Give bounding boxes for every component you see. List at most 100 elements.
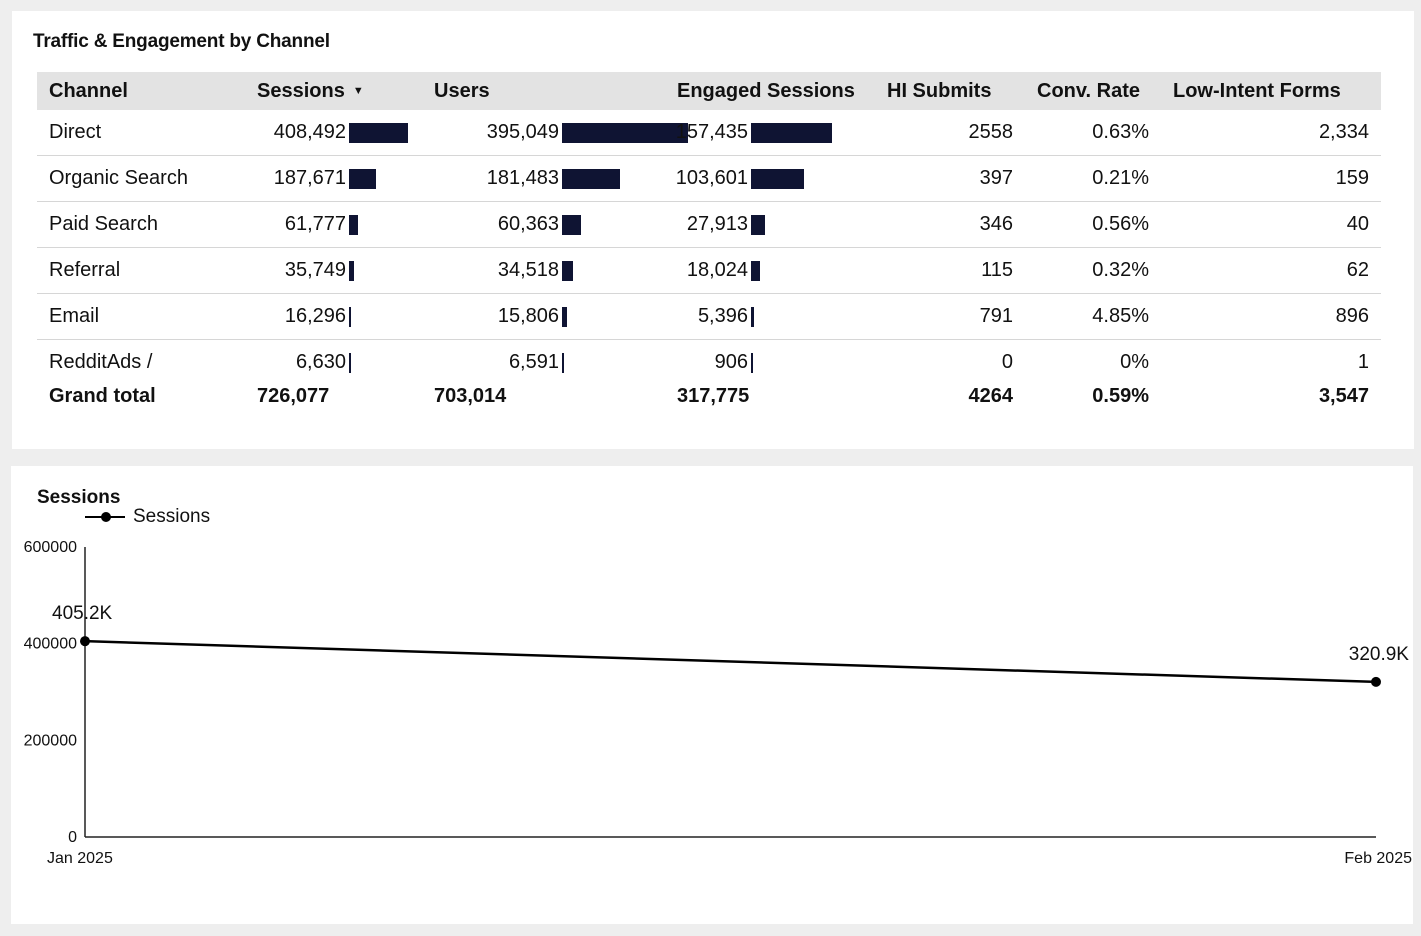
- sessions-bar: [349, 306, 352, 327]
- cell-sessions: 187,671: [245, 155, 422, 202]
- cell-channel: Direct: [37, 110, 245, 156]
- y-tick-label: 200000: [24, 732, 77, 749]
- y-tick-label: 0: [68, 829, 77, 846]
- chart-legend[interactable]: Sessions: [85, 506, 210, 528]
- cell-channel: Email: [37, 293, 245, 340]
- y-tick-label: 400000: [24, 636, 77, 653]
- col-header-hi-submits[interactable]: HI Submits: [875, 72, 1025, 110]
- table-title: Traffic & Engagement by Channel: [33, 31, 330, 52]
- cell-low-intent-forms: 2,334: [1161, 110, 1381, 156]
- cell-users: 395,049: [422, 110, 688, 156]
- engaged-sessions-bar: [751, 352, 753, 373]
- engaged-sessions-value: 18,024: [686, 259, 748, 281]
- table-row[interactable]: Paid Search 61,777 60,363 27,913 346 0.56% 40: [37, 201, 1381, 248]
- cell-engaged-sessions: 5,396: [665, 293, 875, 340]
- total-engaged-sessions: 317,775: [677, 385, 750, 407]
- table-row[interactable]: Direct 408,492 395,049 157,435 2558 0.63% 2,33…: [37, 110, 1381, 156]
- col-header-users[interactable]: Users: [422, 72, 665, 110]
- sort-desc-icon[interactable]: ▼: [352, 85, 364, 98]
- engaged-sessions-bar: [751, 306, 754, 327]
- sessions-value: 61,777: [284, 213, 346, 235]
- cell-hi-submits: 791: [875, 293, 1025, 340]
- cell-sessions: 35,749: [245, 247, 422, 294]
- total-hi-submits: 4264: [968, 385, 1014, 407]
- engaged-sessions-bar: [751, 214, 766, 235]
- cell-channel: Paid Search: [37, 201, 245, 248]
- table-row[interactable]: RedditAds / 6,630 6,591 906 0 0% 1: [37, 340, 1381, 386]
- users-bar: [562, 122, 688, 143]
- y-tick-label: 600000: [24, 539, 77, 556]
- engaged-sessions-value: 5,396: [697, 305, 748, 327]
- table-row[interactable]: Email 16,296 15,806 5,396 791 4.85% 896: [37, 293, 1381, 340]
- cell-low-intent-forms: 159: [1161, 155, 1381, 202]
- series-line-sessions: [84, 639, 1377, 684]
- users-value: 34,518: [497, 259, 559, 281]
- cell-sessions: 16,296: [245, 293, 422, 340]
- cell-hi-submits: 397: [875, 155, 1025, 202]
- sessions-bar: [349, 260, 355, 281]
- cell-conv-rate: 0.63%: [1025, 110, 1161, 156]
- table-row[interactable]: Referral 35,749 34,518 18,024 115 0.32% 62: [37, 247, 1381, 294]
- sessions-line-chart: 600000 400000 200000 0 Jan 2025 Feb 2025 405.2…: [24, 539, 1412, 867]
- cell-conv-rate: 0.21%: [1025, 155, 1161, 202]
- cell-sessions: 408,492: [245, 110, 422, 156]
- sessions-bar: [349, 352, 351, 373]
- cell-low-intent-forms: 40: [1161, 201, 1381, 248]
- sessions-bar: [349, 168, 377, 189]
- col-header-channel[interactable]: Channel: [37, 72, 245, 110]
- cell-hi-submits: 0: [1001, 351, 1013, 373]
- sessions-value: 408,492: [273, 121, 346, 143]
- users-bar: [562, 260, 573, 281]
- users-value: 395,049: [486, 121, 559, 143]
- cell-users: 15,806: [422, 293, 665, 340]
- table-header-row: Channel Sessions ▼ Users Engaged Sessions…: [37, 72, 1381, 110]
- cell-hi-submits: 2558: [875, 110, 1025, 156]
- series-point: [80, 636, 90, 647]
- col-header-conv-rate[interactable]: Conv. Rate: [1025, 72, 1161, 110]
- cell-conv-rate: 4.85%: [1025, 293, 1161, 340]
- chart-title: Sessions: [37, 487, 121, 508]
- engaged-sessions-value: 103,601: [675, 167, 748, 189]
- total-conv-rate: 0.59%: [1092, 385, 1149, 407]
- cell-sessions: 61,777: [245, 201, 422, 248]
- cell-users: 181,483: [422, 155, 665, 202]
- total-low-intent-forms: 3,547: [1318, 385, 1369, 407]
- cell-conv-rate: 0%: [1120, 351, 1149, 373]
- cell-low-intent-forms: 896: [1161, 293, 1381, 340]
- users-value: 60,363: [497, 213, 559, 235]
- engaged-sessions-value: 906: [714, 351, 748, 373]
- cell-low-intent-forms: 1: [1357, 351, 1369, 373]
- sessions-bar: [349, 214, 358, 235]
- x-tick-label: Feb 2025: [1344, 850, 1412, 867]
- cell-hi-submits: 346: [875, 201, 1025, 248]
- cell-channel: Organic Search: [37, 155, 245, 202]
- data-label: 405.2K: [52, 603, 113, 624]
- sessions-bar: [349, 122, 408, 143]
- engaged-sessions-value: 157,435: [675, 121, 748, 143]
- cell-engaged-sessions: 906: [665, 340, 875, 386]
- data-label: 320.9K: [1349, 644, 1410, 665]
- cell-engaged-sessions: 27,913: [665, 201, 875, 248]
- table-row[interactable]: Organic Search 187,671 181,483 103,601 397 0.…: [37, 155, 1381, 202]
- legend-line-marker-icon: [85, 512, 125, 522]
- engaged-sessions-bar: [751, 260, 761, 281]
- sessions-value: 187,671: [273, 167, 346, 189]
- channel-table: Channel Sessions ▼ Users Engaged Sessions…: [37, 72, 1381, 408]
- engaged-sessions-bar: [751, 122, 832, 143]
- sessions-value: 6,630: [295, 351, 346, 373]
- engaged-sessions-value: 27,913: [686, 213, 748, 235]
- sessions-value: 16,296: [284, 305, 346, 327]
- cell-users: 6,591: [422, 340, 665, 386]
- users-value: 6,591: [508, 351, 559, 373]
- cell-hi-submits: 115: [875, 247, 1025, 294]
- cell-channel: Referral: [37, 247, 245, 294]
- engaged-sessions-bar: [751, 168, 805, 189]
- cell-engaged-sessions: 103,601: [665, 155, 875, 202]
- cell-channel: RedditAds /: [49, 351, 153, 373]
- col-header-low-intent-forms[interactable]: Low-Intent Forms: [1161, 72, 1381, 110]
- users-bar: [562, 214, 582, 235]
- grand-total-row: Grand total 726,077 703,014 317,775 4264 0.59…: [37, 385, 1381, 408]
- col-header-sessions[interactable]: Sessions ▼: [245, 72, 422, 110]
- x-tick-label: Jan 2025: [47, 850, 113, 867]
- col-header-engaged-sessions[interactable]: Engaged Sessions: [665, 72, 875, 110]
